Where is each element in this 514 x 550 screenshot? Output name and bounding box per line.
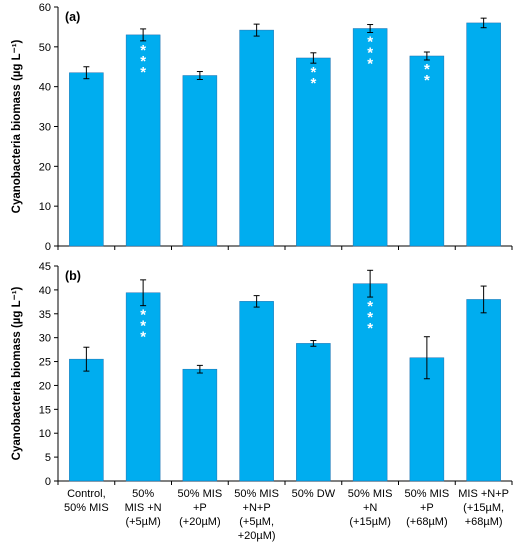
- x-tick-label-line: Control,: [67, 488, 106, 500]
- x-tick-label-line: (+15µM): [349, 516, 391, 528]
- x-tick-label-line: 50% MIS: [178, 488, 223, 500]
- significance-annotation: * *: [310, 64, 316, 92]
- x-tick-label-line: +N+P: [243, 502, 271, 514]
- bar: [296, 343, 330, 481]
- y-tick-label: 20: [39, 161, 51, 173]
- x-tick-label-line: 50% MIS: [405, 488, 450, 500]
- x-tick-label-line: +20µM): [238, 530, 276, 542]
- x-tick-label: 50% DW: [292, 488, 336, 500]
- bar: [183, 76, 217, 246]
- x-tick-label-line: +P: [420, 502, 434, 514]
- y-tick-label: 35: [39, 309, 51, 321]
- significance-annotation: * * *: [367, 33, 373, 72]
- x-tick-label-line: +P: [193, 502, 207, 514]
- y-tick-label: 20: [39, 380, 51, 392]
- x-tick-label-line: (+20µM): [179, 516, 221, 528]
- bar: [240, 30, 274, 246]
- y-tick-label: 40: [39, 285, 51, 297]
- x-tick-label-line: MIS +N+P: [458, 488, 509, 500]
- y-tick-label: 30: [39, 122, 51, 134]
- x-tick-label: 50% MIS +P (+68µM): [405, 488, 450, 528]
- y-tick-label: 45: [39, 261, 51, 273]
- x-tick-label-line: (+68µM): [406, 516, 448, 528]
- panel-b-chart: 0 5 10 15 20 25 30 35 40 45 * * * * * * (b) Cyanobacteria…: [11, 261, 512, 488]
- bar: [467, 23, 501, 246]
- y-axis-label: Cyanobacteria biomass (µg L⁻¹): [11, 286, 23, 460]
- panel-label: (b): [65, 269, 81, 283]
- x-category-labels: Control, 50% MIS 50% MIS +N (+5µM) 50% MIS +P (…: [64, 488, 509, 542]
- y-tick-label: 0: [45, 476, 51, 488]
- x-tick-label: Control, 50% MIS: [64, 488, 109, 514]
- bar: [467, 299, 501, 481]
- y-tick-label: 30: [39, 333, 51, 345]
- x-tick-label-line: +68µM): [465, 516, 503, 528]
- x-tick-label-line: 50%: [132, 488, 154, 500]
- significance-annotation: * * *: [140, 307, 146, 346]
- x-tick-label-line: 50% MIS: [64, 502, 109, 514]
- x-tick-label-line: 50% DW: [292, 488, 336, 500]
- x-tick-label-line: MIS +N: [125, 502, 162, 514]
- y-axis-label: Cyanobacteria biomass (µg L⁻¹): [11, 39, 23, 213]
- x-tick-label: 50% MIS +N (+5µM): [125, 488, 162, 528]
- panel-label: (a): [65, 10, 80, 24]
- x-tick-label: MIS +N+P (+15µM, +68µM): [458, 488, 509, 528]
- bar: [240, 301, 274, 481]
- bar: [69, 359, 103, 481]
- x-tick-label-line: +N: [363, 502, 377, 514]
- bar: [69, 73, 103, 246]
- x-tick-label-line: (+15µM,: [463, 502, 504, 514]
- x-tick-label-line: 50% MIS: [234, 488, 279, 500]
- x-tick-label: 50% MIS +P (+20µM): [178, 488, 223, 528]
- significance-annotation: * * *: [367, 298, 373, 337]
- significance-annotation: * *: [424, 61, 430, 89]
- y-tick-label: 25: [39, 357, 51, 369]
- y-tick-label: 10: [39, 201, 51, 213]
- x-tick-label-line: (+5µM): [125, 516, 160, 528]
- y-tick-label: 40: [39, 82, 51, 94]
- y-tick-label: 60: [39, 2, 51, 14]
- y-tick-label: 15: [39, 404, 51, 416]
- y-tick-label: 5: [45, 452, 51, 464]
- x-tick-label: 50% MIS +N+P (+5µM, +20µM): [234, 488, 279, 542]
- significance-annotation: * * *: [140, 42, 146, 81]
- y-tick-label: 0: [45, 241, 51, 253]
- x-tick-label: 50% MIS +N (+15µM): [348, 488, 393, 528]
- bar: [183, 369, 217, 481]
- y-tick-label: 10: [39, 428, 51, 440]
- y-tick-label: 50: [39, 42, 51, 54]
- x-tick-label-line: (+5µM,: [239, 516, 274, 528]
- x-tick-label-line: 50% MIS: [348, 488, 393, 500]
